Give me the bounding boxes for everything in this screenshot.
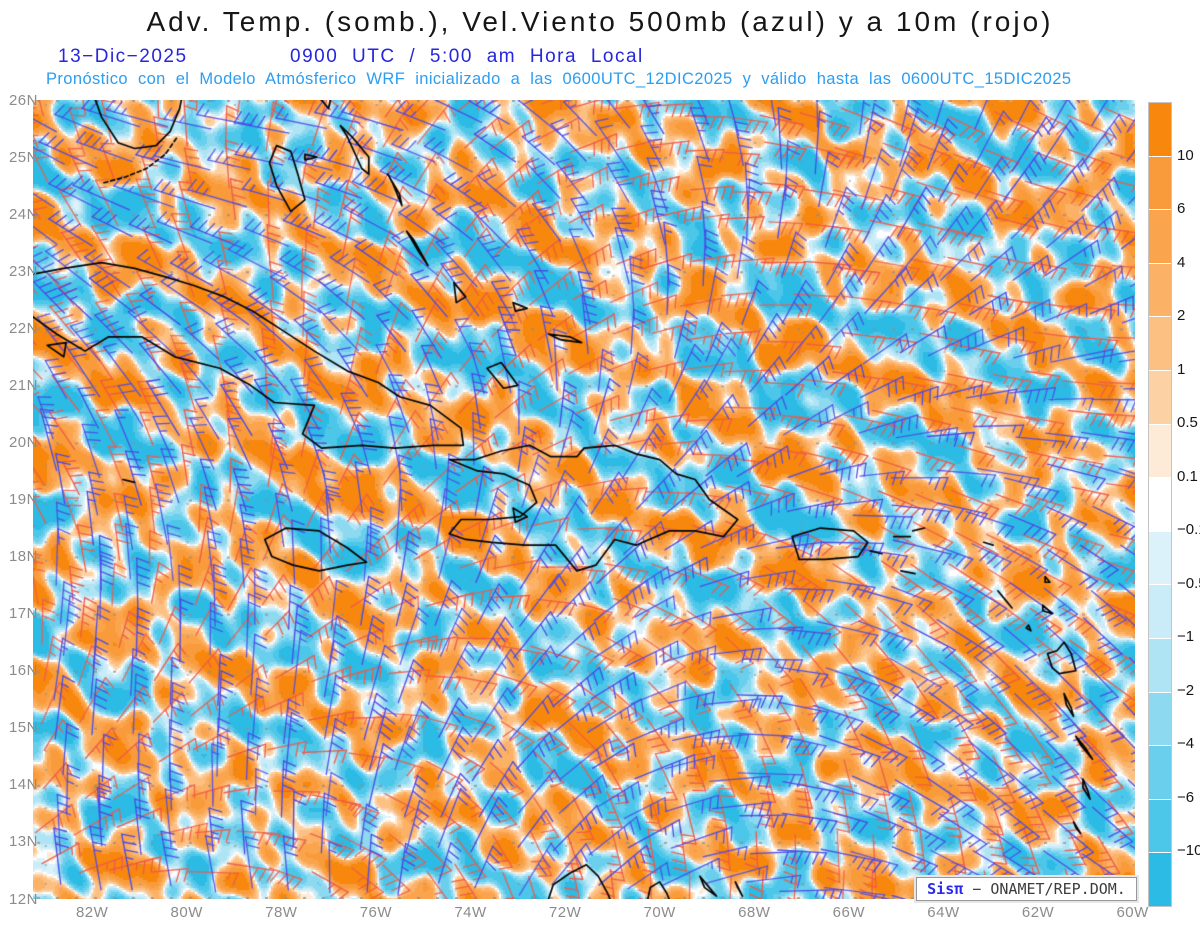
valid-time-label: 0900 UTC / 5:00 am Hora Local <box>290 46 644 67</box>
lat-label: 16N <box>8 662 38 680</box>
lat-label: 23N <box>8 262 38 280</box>
colorbar-tick-label: 0.1 <box>1177 467 1198 485</box>
watermark-separator: − <box>963 880 991 898</box>
colorbar-tick-label: 0.5 <box>1177 414 1198 432</box>
colorbar <box>1148 102 1172 907</box>
colorbar-tick-label: 1 <box>1177 360 1186 378</box>
colorbar-segment <box>1149 317 1171 370</box>
colorbar-segment <box>1149 746 1171 799</box>
lon-label: 64W <box>927 904 960 921</box>
colorbar-segment <box>1149 585 1171 638</box>
lat-label: 15N <box>8 719 38 737</box>
lat-label: 24N <box>8 205 38 223</box>
lon-label: 62W <box>1021 904 1055 921</box>
lat-label: 12N <box>8 890 38 908</box>
colorbar-segment <box>1149 692 1171 746</box>
lat-label: 25N <box>8 148 38 166</box>
watermark-org: ONAMET/REP.DOM. <box>990 880 1126 898</box>
colorbar-segment <box>1149 853 1171 906</box>
lon-label: 82W <box>75 904 109 921</box>
lon-label: 60W <box>1116 904 1149 921</box>
lon-label: 68W <box>738 904 771 921</box>
colorbar-segment <box>1149 478 1171 531</box>
colorbar-segment <box>1149 263 1171 317</box>
lon-label: 80W <box>170 904 203 921</box>
lon-label: 76W <box>359 904 393 921</box>
weather-map-canvas <box>33 100 1135 899</box>
colorbar-tick-label: −4 <box>1177 735 1195 753</box>
lon-label: 74W <box>454 904 487 921</box>
lat-label: 20N <box>8 433 38 451</box>
valid-date-label: 13−Dic−2025 <box>58 46 188 67</box>
colorbar-segment <box>1149 424 1171 478</box>
colorbar-tick-label: 6 <box>1177 200 1186 218</box>
watermark-brand: Sisπ <box>927 880 964 898</box>
colorbar-tick-label: −6 <box>1177 788 1195 806</box>
model-init-line: Pronóstico con el Modelo Atmósferico WRF… <box>46 70 1072 88</box>
lon-label: 66W <box>832 904 866 921</box>
colorbar-segment <box>1149 103 1171 156</box>
colorbar-segment <box>1149 156 1171 210</box>
colorbar-tick-label: −0.1 <box>1177 521 1200 539</box>
lat-label: 14N <box>8 776 38 794</box>
lat-label: 26N <box>8 91 38 109</box>
colorbar-tick-label: −0.5 <box>1177 574 1200 592</box>
lat-label: 13N <box>8 833 38 851</box>
colorbar-tick-label: −1 <box>1177 628 1195 646</box>
lat-label: 19N <box>8 491 38 508</box>
colorbar-tick-label: 4 <box>1177 253 1186 271</box>
map-title: Adv. Temp. (somb.), Vel.Viento 500mb (az… <box>146 6 1054 37</box>
lat-label: 22N <box>8 319 38 337</box>
lon-label: 70W <box>643 904 676 921</box>
colorbar-tick-label: −2 <box>1177 681 1195 699</box>
colorbar-segment <box>1149 799 1171 853</box>
colorbar-tick-label: −10 <box>1177 842 1200 860</box>
lon-label: 78W <box>265 904 298 921</box>
lat-label: 17N <box>8 605 38 623</box>
colorbar-tick-label: 10 <box>1177 146 1194 164</box>
watermark: Sisπ − ONAMET/REP.DOM. <box>916 877 1137 901</box>
lat-label: 18N <box>8 548 38 566</box>
lat-label: 21N <box>8 376 38 394</box>
colorbar-segment <box>1149 370 1171 424</box>
colorbar-segment <box>1149 638 1171 692</box>
colorbar-segment <box>1149 531 1171 585</box>
colorbar-segment <box>1149 210 1171 263</box>
colorbar-tick-label: 2 <box>1177 307 1186 325</box>
lon-label: 72W <box>548 904 582 921</box>
